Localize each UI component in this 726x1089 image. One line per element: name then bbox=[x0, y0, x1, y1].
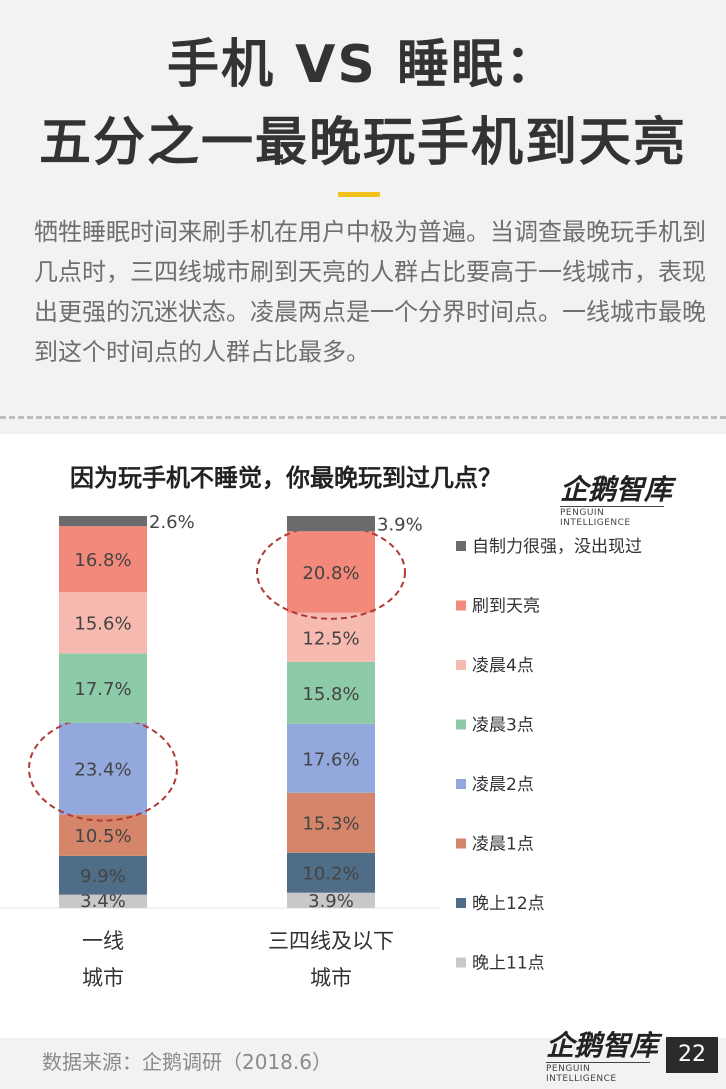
legend-swatch-0 bbox=[456, 541, 466, 551]
bar-value-label-1-6: 20.8% bbox=[302, 563, 359, 584]
bar-value-label-0-7: 2.6% bbox=[149, 512, 195, 533]
footer-logo-cn: 企鹅智库 bbox=[546, 1029, 659, 1062]
category-label-0-0: 一线 bbox=[82, 929, 124, 953]
bar-segment-0-4 bbox=[59, 653, 147, 723]
bar-value-label-1-7: 3.9% bbox=[377, 515, 423, 536]
bar-segment-0-0 bbox=[59, 894, 147, 908]
bar-segment-0-1 bbox=[59, 855, 147, 895]
legend-swatch-5 bbox=[456, 838, 466, 849]
bar-segment-1-3 bbox=[287, 723, 375, 793]
legend-swatch-4 bbox=[456, 779, 466, 789]
legend-swatch-1 bbox=[456, 600, 466, 611]
footer-logo: 企鹅智库 PENGUIN INTELLIGENCE bbox=[546, 1030, 666, 1084]
bar-value-label-1-4: 15.8% bbox=[302, 684, 359, 705]
bar-segment-1-2 bbox=[287, 792, 375, 853]
category-label-0-1: 城市 bbox=[82, 966, 124, 990]
bar-segment-0-7 bbox=[59, 516, 147, 527]
bar-segment-0-5 bbox=[59, 592, 147, 654]
legend-label-5: 凌晨1点 bbox=[472, 835, 534, 855]
bar-segment-1-7 bbox=[287, 516, 375, 532]
legend-swatch-7 bbox=[456, 957, 466, 968]
intro-paragraph: 牺牲睡眠时间来刷手机在用户中极为普遍。当调查最晚玩手机到几点时，三四线城市刷到天… bbox=[34, 218, 706, 366]
bar-value-label-0-1: 9.9% bbox=[80, 866, 126, 887]
bar-value-label-1-5: 12.5% bbox=[302, 628, 359, 649]
bar-segment-0-3 bbox=[59, 722, 147, 815]
legend-swatch-2 bbox=[456, 660, 466, 670]
legend-label-4: 凌晨2点 bbox=[472, 775, 534, 795]
category-label-1-1: 城市 bbox=[310, 966, 352, 990]
data-source: 数据来源：企鹅调研（2018.6） bbox=[42, 1050, 332, 1074]
bar-segment-1-0 bbox=[287, 892, 375, 908]
title-accent-bar bbox=[338, 192, 380, 197]
highlight-circle-0 bbox=[28, 715, 178, 822]
watermark-cn: 企鹅智库 bbox=[560, 473, 673, 506]
legend-label-3: 凌晨3点 bbox=[472, 716, 534, 736]
category-label-1-0: 三四线及以下 bbox=[268, 929, 394, 953]
page-title-line1: 手机 VS 睡眠： bbox=[167, 35, 559, 95]
bar-value-label-1-1: 10.2% bbox=[302, 864, 359, 885]
watermark-en: PENGUIN INTELLIGENCE bbox=[560, 506, 664, 528]
legend-swatch-6 bbox=[456, 898, 466, 908]
bar-value-label-0-3: 23.4% bbox=[74, 760, 131, 781]
bar-segment-1-4 bbox=[287, 661, 375, 724]
legend-label-2: 凌晨4点 bbox=[472, 656, 534, 676]
bar-segment-0-2 bbox=[59, 814, 147, 856]
footer-logo-en: PENGUIN INTELLIGENCE bbox=[546, 1062, 650, 1084]
bar-segment-1-1 bbox=[287, 852, 375, 893]
bar-value-label-0-6: 16.8% bbox=[74, 550, 131, 571]
page-title-line2: 五分之一最晚玩手机到天亮 bbox=[38, 113, 687, 173]
bar-value-label-1-2: 15.3% bbox=[302, 814, 359, 835]
bar-value-label-1-3: 17.6% bbox=[302, 749, 359, 770]
bar-segment-1-5 bbox=[287, 612, 375, 662]
bar-value-label-0-4: 17.7% bbox=[74, 679, 131, 700]
chart-title: 因为玩手机不睡觉，你最晚玩到过几点？ bbox=[70, 464, 502, 492]
legend-label-7: 晚上11点 bbox=[472, 954, 545, 974]
legend-swatch-3 bbox=[456, 719, 466, 730]
bar-segment-0-6 bbox=[59, 526, 147, 593]
legend-label-6: 晚上12点 bbox=[472, 894, 545, 914]
bar-value-label-0-2: 10.5% bbox=[74, 826, 131, 847]
watermark-logo: 企鹅智库 PENGUIN INTELLIGENCE bbox=[560, 474, 680, 528]
bar-value-label-1-0: 3.9% bbox=[308, 891, 354, 912]
bar-segment-1-6 bbox=[287, 531, 375, 613]
section-divider bbox=[0, 416, 726, 419]
highlight-circle-1 bbox=[256, 524, 406, 620]
legend-label-0: 自制力很强，没出现过 bbox=[472, 537, 642, 557]
bar-value-label-0-0: 3.4% bbox=[80, 891, 126, 912]
page-number: 22 bbox=[666, 1037, 718, 1073]
legend-label-1: 刷到天亮 bbox=[472, 597, 540, 617]
bar-value-label-0-5: 15.6% bbox=[74, 614, 131, 635]
